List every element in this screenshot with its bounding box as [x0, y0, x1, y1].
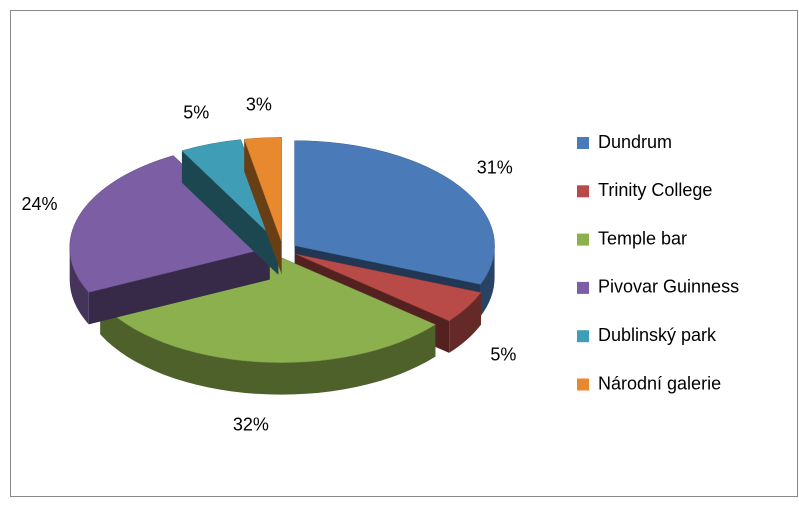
slice-wall — [449, 292, 482, 353]
legend-label: Dublinský park — [598, 325, 717, 345]
legend-swatch — [577, 233, 589, 246]
legend-swatch — [577, 330, 589, 343]
legend-label: Dundrum — [598, 132, 672, 152]
legend-label: Temple bar — [598, 228, 687, 248]
legend-label: Národní galerie — [598, 373, 721, 393]
data-label: 5% — [490, 344, 516, 364]
slice-side — [88, 247, 270, 325]
data-label: 32% — [233, 414, 269, 434]
pie-slice — [243, 137, 282, 275]
slice-top — [181, 139, 279, 243]
data-label: 31% — [477, 157, 513, 177]
legend-label: Pivovar Guinness — [598, 277, 739, 297]
legend-swatch — [577, 137, 589, 149]
slice-top — [69, 155, 271, 293]
slice-wall — [100, 302, 436, 395]
data-label: 24% — [22, 194, 58, 214]
slice-wall — [480, 245, 495, 317]
slice-wall — [69, 247, 89, 325]
legend-swatch — [577, 281, 589, 294]
data-label: 5% — [183, 103, 209, 123]
data-label: 3% — [246, 95, 272, 115]
legend-label: Trinity College — [598, 180, 712, 200]
slice-side — [181, 150, 279, 275]
legend-swatch — [577, 185, 589, 198]
slice-top — [243, 137, 282, 243]
slice-side — [244, 139, 282, 275]
legend-swatch — [577, 378, 589, 391]
slice-top — [294, 253, 482, 322]
slice-top — [294, 140, 495, 285]
